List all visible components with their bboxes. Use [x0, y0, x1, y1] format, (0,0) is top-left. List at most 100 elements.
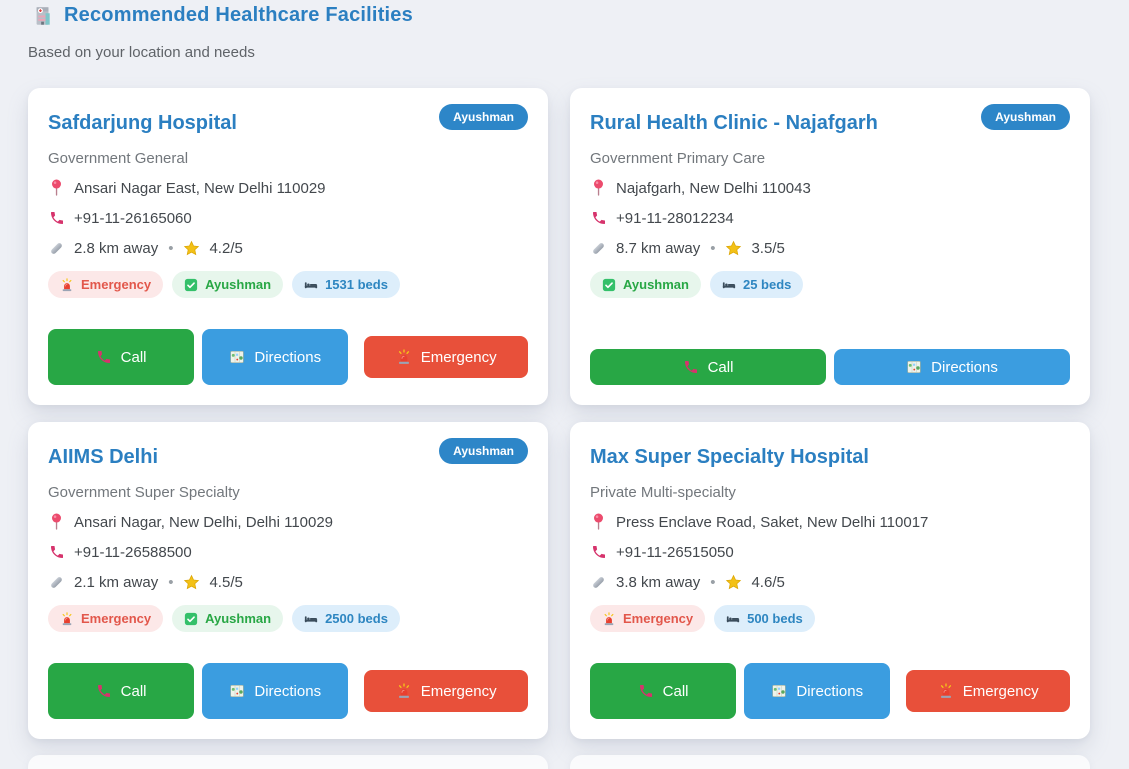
- card-header: Max Super Specialty Hospital: [590, 445, 1070, 469]
- card-header: Safdarjung Hospital Ayushman: [48, 104, 528, 135]
- tag-label: Emergency: [81, 277, 152, 292]
- phone-icon: [683, 359, 699, 375]
- call-button[interactable]: Call: [48, 663, 195, 719]
- location-pin-icon: [48, 179, 65, 197]
- tag-label: 500 beds: [747, 611, 803, 626]
- button-label: Emergency: [420, 348, 497, 366]
- address-row: Press Enclave Road, Saket, New Delhi 110…: [590, 513, 1070, 531]
- button-label: Directions: [254, 348, 322, 366]
- call-button[interactable]: Call: [48, 329, 195, 385]
- location-pin-icon: [48, 513, 65, 531]
- facility-distance: 2.1 km away: [74, 573, 159, 591]
- phone-row: +91-11-28012234: [590, 209, 1070, 227]
- call-button[interactable]: Call: [590, 663, 737, 719]
- tag-label: 1531 beds: [325, 277, 388, 292]
- facility-distance: 3.8 km away: [616, 573, 701, 591]
- facility-distance: 8.7 km away: [616, 239, 701, 257]
- emergency-button[interactable]: Emergency: [906, 670, 1070, 712]
- card-header: AIIMS Delhi Ayushman: [48, 438, 528, 469]
- siren-icon: [396, 683, 412, 699]
- phone-row: +91-11-26165060: [48, 209, 528, 227]
- directions-button[interactable]: Directions: [834, 349, 1070, 385]
- distance-rating-row: 8.7 km away • 3.5/5: [590, 239, 1070, 257]
- facility-name: Rural Health Clinic - Najafgarh: [590, 112, 878, 134]
- phone-icon: [590, 209, 607, 227]
- facility-rating: 3.5/5: [751, 239, 785, 257]
- emergency-button[interactable]: Emergency: [364, 336, 528, 378]
- beds-tag: 500 beds: [714, 605, 815, 632]
- phone-icon: [96, 683, 112, 699]
- page-header: Recommended Healthcare Facilities: [28, 4, 1090, 27]
- facility-phone: +91-11-26515050: [616, 543, 734, 561]
- button-label: Directions: [254, 682, 322, 700]
- ayushman-pill: Ayushman: [439, 104, 528, 130]
- facility-type: Government Super Specialty: [48, 484, 240, 501]
- map-icon: [229, 683, 245, 699]
- star-icon: [725, 573, 742, 591]
- action-row: Call Directions: [590, 349, 1070, 385]
- address-row: Ansari Nagar East, New Delhi 110029: [48, 179, 528, 197]
- tag-label: Ayushman: [205, 611, 272, 626]
- map-icon: [771, 683, 787, 699]
- ayushman-pill: Ayushman: [981, 104, 1070, 130]
- button-label: Directions: [796, 682, 864, 700]
- facility-card: Max Super Specialty Hospital Private Mul…: [570, 422, 1090, 739]
- tag-label: Emergency: [81, 611, 152, 626]
- ruler-icon: [48, 239, 65, 257]
- location-pin-icon: [590, 513, 607, 531]
- peek-card: [28, 755, 548, 769]
- beds-tag: 25 beds: [709, 271, 804, 298]
- button-label: Call: [707, 358, 734, 376]
- distance-rating-row: 3.8 km away • 4.6/5: [590, 573, 1070, 591]
- emergency-tag: Emergency: [590, 605, 706, 632]
- bed-icon: [304, 278, 318, 292]
- facility-rating: 4.2/5: [209, 239, 243, 257]
- tag-list: Emergency 500 beds: [590, 605, 1070, 632]
- star-icon: [183, 239, 200, 257]
- siren-icon: [60, 277, 74, 292]
- page-subtitle: Based on your location and needs: [28, 44, 255, 61]
- action-row: Call Directions Emergency: [48, 663, 528, 719]
- facility-address: Press Enclave Road, Saket, New Delhi 110…: [616, 513, 929, 531]
- siren-icon: [602, 611, 616, 626]
- card-header: Rural Health Clinic - Najafgarh Ayushman: [590, 104, 1070, 135]
- directions-button[interactable]: Directions: [744, 663, 891, 719]
- check-icon: [184, 278, 198, 292]
- map-icon: [906, 359, 922, 375]
- emergency-button[interactable]: Emergency: [364, 670, 528, 712]
- facility-rating: 4.6/5: [751, 573, 785, 591]
- ayushman-tag: Ayushman: [172, 605, 284, 632]
- call-button[interactable]: Call: [590, 349, 826, 385]
- address-row: Najafgarh, New Delhi 110043: [590, 179, 1070, 197]
- beds-tag: 1531 beds: [292, 271, 400, 298]
- bed-icon: [726, 612, 740, 626]
- tag-list: Emergency Ayushman 1531 beds: [48, 271, 528, 298]
- directions-button[interactable]: Directions: [202, 663, 349, 719]
- ayushman-tag: Ayushman: [590, 271, 701, 298]
- tag-label: Ayushman: [623, 277, 689, 292]
- ayushman-tag: Ayushman: [172, 271, 284, 298]
- button-label: Emergency: [962, 682, 1039, 700]
- directions-button[interactable]: Directions: [202, 329, 349, 385]
- button-label: Call: [120, 348, 147, 366]
- button-label: Emergency: [420, 682, 497, 700]
- separator-dot: •: [168, 573, 174, 591]
- phone-icon: [48, 543, 65, 561]
- tag-list: Ayushman 25 beds: [590, 271, 1070, 298]
- ruler-icon: [48, 573, 65, 591]
- hospital-icon: [32, 5, 54, 27]
- siren-icon: [396, 349, 412, 365]
- facility-grid: Safdarjung Hospital Ayushman Government …: [28, 88, 1090, 739]
- tag-label: Ayushman: [205, 277, 272, 292]
- phone-row: +91-11-26588500: [48, 543, 528, 561]
- star-icon: [183, 573, 200, 591]
- siren-icon: [938, 683, 954, 699]
- distance-rating-row: 2.1 km away • 4.5/5: [48, 573, 528, 591]
- separator-dot: •: [710, 239, 716, 257]
- star-icon: [725, 239, 742, 257]
- phone-row: +91-11-26515050: [590, 543, 1070, 561]
- tag-label: Emergency: [623, 611, 694, 626]
- facility-name: AIIMS Delhi: [48, 446, 159, 468]
- next-row-peek: [28, 755, 1090, 769]
